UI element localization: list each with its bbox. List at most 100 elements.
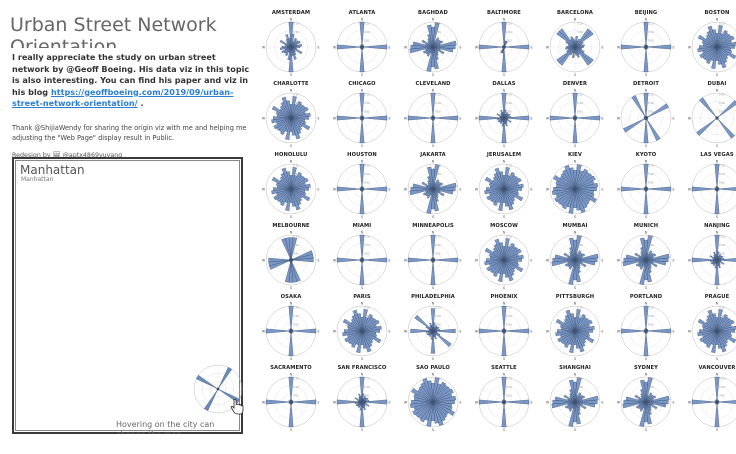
city-rose-sacramento[interactable]: N S E W 0.15 0.10 0.05 SACRAMENTO [256, 365, 326, 435]
city-rose-chicago[interactable]: N S E W 0.15 0.10 0.05 CHICAGO [327, 81, 397, 151]
rose-bar [357, 313, 363, 332]
city-rose-jerusalem[interactable]: N S E W 0.15 0.10 0.05 JERUSALEM [469, 152, 539, 222]
compass-label: W [404, 46, 408, 50]
ring-label: 0.05 [719, 38, 725, 42]
city-rose-dallas[interactable]: N S E W 0.15 0.10 0.05 DALLAS [469, 81, 539, 151]
compass-label: E [672, 46, 674, 50]
city-name: NANJING [704, 223, 730, 229]
city-rose-paris[interactable]: N S E W 0.15 0.10 0.05 PARIS [327, 294, 397, 364]
compass-label: E [530, 117, 532, 121]
rose-bar [640, 379, 647, 403]
city-rose-seattle[interactable]: N S E W 0.15 0.10 0.05 SEATTLE [469, 365, 539, 435]
rose-bar [502, 111, 505, 119]
compass-label: S [432, 286, 434, 290]
compass-label: S [432, 357, 434, 361]
city-rose-kiev[interactable]: N S E W 0.15 0.10 0.05 KIEV [540, 152, 610, 222]
city-rose-barcelona[interactable]: N S E W 0.15 0.10 0.05 BARCELONA [540, 10, 610, 80]
compass-label: N [290, 18, 293, 22]
city-rose-jakarta[interactable]: N S E W 0.15 0.10 0.05 JAKARTA [398, 152, 468, 222]
city-rose-beijing[interactable]: N S E W 0.15 0.10 0.05 BEIJING [611, 10, 681, 80]
city-rose-phoenix[interactable]: N S E W 0.15 0.10 0.05 PHOENIX [469, 294, 539, 364]
city-name: BARCELONA [556, 10, 594, 16]
city-rose-philadelphia[interactable]: N S E W 0.15 0.10 0.05 PHILADELPHIA [398, 294, 468, 364]
city-rose-san-francisco[interactable]: N S E W 0.15 0.10 0.05 SAN FRANCISCO [327, 365, 397, 435]
compass-label: E [459, 117, 461, 121]
city-rose-pittsburgh[interactable]: N S E W 0.15 0.10 0.05 PITTSBURGH [540, 294, 610, 364]
ring-label: 0.05 [364, 38, 370, 42]
city-rose-charlotte[interactable]: N S E W 0.15 0.10 0.05 CHARLOTTE [256, 81, 326, 151]
city-rose-detroit[interactable]: N S E W 0.15 0.10 0.05 DETROIT [611, 81, 681, 151]
ring-label: 0.05 [577, 251, 583, 255]
compass-label: E [388, 330, 390, 334]
city-rose-baltimore[interactable]: N S E W 0.15 0.10 0.05 BALTIMORE [469, 10, 539, 80]
city-rose-mumbai[interactable]: N S E W 0.15 0.10 0.05 MUMBAI [540, 223, 610, 293]
city-rose-kyoto[interactable]: N S E W 0.15 0.10 0.05 KYOTO [611, 152, 681, 222]
ring-label: 0.15 [293, 306, 299, 310]
compass-label: N [574, 373, 577, 377]
city-rose-portland[interactable]: N S E W 0.15 0.10 0.05 PORTLAND [611, 294, 681, 364]
blog-link[interactable]: https://geoffboeing.com/2019/09/urban-st… [12, 86, 234, 109]
city-rose-sao-paulo[interactable]: N S E W 0.15 0.10 0.05 SAO PAULO [398, 365, 468, 435]
ring-label: 0.15 [577, 22, 583, 26]
rose-bar [716, 187, 736, 191]
ring-label: 0.15 [506, 93, 512, 97]
detail-map-panel[interactable]: Manhattan Manhattan Hovering on the city… [12, 157, 244, 434]
compass-label: N [716, 302, 719, 306]
ring-label: 0.15 [293, 93, 299, 97]
rose-bar [574, 46, 592, 66]
city-name: OSAKA [280, 294, 302, 300]
city-rose-moscow[interactable]: N S E W 0.15 0.10 0.05 MOSCOW [469, 223, 539, 293]
city-rose-shanghai[interactable]: N S E W 0.15 0.10 0.05 SHANGHAI [540, 365, 610, 435]
city-rose-atlanta[interactable]: N S E W 0.15 0.10 0.05 ATLANTA [327, 10, 397, 80]
ring-label: 0.10 [577, 101, 583, 105]
city-rose-houston[interactable]: N S E W 0.15 0.10 0.05 HOUSTON [327, 152, 397, 222]
rose-bar [501, 376, 507, 403]
compass-label: E [672, 188, 674, 192]
rose-bar [432, 115, 434, 119]
rose-bar [572, 92, 578, 119]
city-rose-miami[interactable]: N S E W 0.15 0.10 0.05 MIAMI [327, 223, 397, 293]
ring-label: 0.10 [364, 101, 370, 105]
compass-label: E [317, 117, 319, 121]
city-rose-osaka[interactable]: N S E W 0.15 0.10 0.05 OSAKA [256, 294, 326, 364]
city-rose-melbourne[interactable]: N S E W 0.15 0.10 0.05 MELBOURNE [256, 223, 326, 293]
city-rose-amsterdam[interactable]: N S E W 0.15 0.10 0.05 AMSTERDAM [256, 10, 326, 80]
city-rose-cleveland[interactable]: N S E W 0.15 0.10 0.05 CLEVELAND [398, 81, 468, 151]
compass-label: W [475, 46, 479, 50]
city-rose-honolulu[interactable]: N S E W 0.15 0.10 0.05 HONOLULU [256, 152, 326, 222]
ring-label: 0.15 [506, 377, 512, 381]
ring-label: 0.10 [435, 385, 441, 389]
city-rose-denver[interactable]: N S E W 0.15 0.10 0.05 DENVER [540, 81, 610, 151]
ring-label: 0.10 [506, 30, 512, 34]
rose-bar [430, 234, 436, 261]
city-rose-munich[interactable]: N S E W 0.15 0.10 0.05 MUNICH [611, 223, 681, 293]
city-rose-sydney[interactable]: N S E W 0.15 0.10 0.05 SYDNEY [611, 365, 681, 435]
compass-label: N [645, 373, 648, 377]
compass-label: S [645, 215, 647, 219]
ring-label: 0.10 [293, 30, 299, 34]
ring-label: 0.05 [435, 180, 441, 184]
ring-label: 0.10 [293, 172, 299, 176]
compass-label: E [530, 330, 532, 334]
compass-label: S [645, 428, 647, 432]
compass-label: S [716, 215, 718, 219]
compass-label: W [546, 330, 550, 334]
compass-label: W [262, 117, 266, 121]
compass-label: W [688, 259, 692, 263]
rose-bar [265, 328, 292, 334]
rose-bar [361, 399, 388, 405]
city-rose-minneapolis[interactable]: N S E W 0.15 0.10 0.05 MINNEAPOLIS [398, 223, 468, 293]
city-rose-baghdad[interactable]: N S E W 0.15 0.10 0.05 BAGHDAD [398, 10, 468, 80]
